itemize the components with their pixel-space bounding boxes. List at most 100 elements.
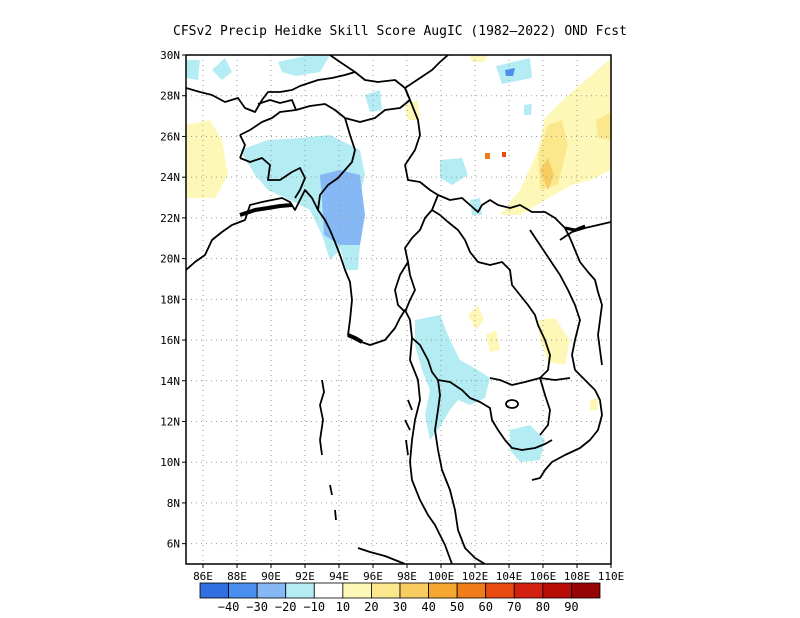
y-tick-label: 30N: [160, 49, 180, 62]
shade-positive-thai: [468, 305, 484, 330]
colorbar-label: −40: [218, 600, 240, 614]
y-tick-label: 26N: [160, 130, 180, 143]
border-myanmar-india: [317, 117, 356, 211]
y-tick-label: 8N: [167, 497, 180, 510]
border-china-top2: [404, 55, 449, 89]
colorbar-swatch: [285, 582, 315, 599]
border-laos-thailand: [431, 209, 551, 379]
shade-positive-se: [590, 398, 598, 410]
colorbar-swatch: [542, 582, 572, 599]
y-tick-label: 24N: [160, 171, 180, 184]
border-bangladesh: [239, 157, 306, 199]
x-axis: 86E 88E 90E 92E 94E 96E 98E 100E 102E 104E 106E 108…: [193, 564, 624, 583]
islands-nicobar: [329, 484, 337, 521]
map-title: CFSv2 Precip Heidke Skill Score AugIC (1…: [173, 24, 627, 39]
y-tick-label: 28N: [160, 90, 180, 103]
colorbar-swatch: [456, 582, 487, 599]
colorbar-label: 30: [393, 600, 407, 614]
shade-negative-east: [440, 158, 468, 185]
shade-positive-right: [596, 112, 611, 140]
coastline-gulf-thailand: [411, 337, 553, 451]
x-tick-label: 98E: [397, 570, 417, 583]
coastline-vietnam: [531, 369, 603, 481]
shade-negative-nw: [212, 58, 232, 80]
shade-negative-small2: [524, 104, 532, 115]
coastline-india-east: [186, 189, 453, 564]
x-tick-label: 102E: [462, 570, 489, 583]
colorbar-label: 80: [536, 600, 550, 614]
gridlines: [186, 55, 611, 564]
coastline-hainan-area: [564, 224, 586, 232]
colorbar-swatch: [513, 582, 544, 599]
y-tick-label: 16N: [160, 334, 180, 347]
colorbar-swatch: [313, 582, 344, 599]
colorbar-label: −10: [303, 600, 325, 614]
colorbar-swatch: [485, 582, 515, 599]
y-tick-label: 18N: [160, 293, 180, 306]
islands-andaman: [319, 379, 325, 456]
shade-positive-thai2: [486, 330, 500, 352]
x-tick-label: 88E: [227, 570, 247, 583]
shade-positive-west: [186, 120, 228, 198]
border-laos-vietnam: [529, 229, 581, 371]
islands-mergui: [404, 399, 413, 456]
x-tick-label: 96E: [363, 570, 383, 583]
colorbar-swatch: [571, 582, 601, 599]
colorbar-swatch: [428, 582, 458, 599]
colorbar-label: 20: [364, 600, 378, 614]
y-tick-label: 10N: [160, 456, 180, 469]
plot-area: [186, 55, 611, 564]
colorbar-swatch: [199, 582, 229, 599]
x-tick-label: 86E: [193, 570, 213, 583]
shade-negative-cambodia: [510, 425, 545, 462]
coastline-sumatra: [357, 547, 406, 564]
colorbar-label: 60: [478, 600, 492, 614]
y-axis: 30N 28N 26N 24N 22N 20N 18N 16N 14N 12N 10N 8N 6N: [160, 49, 186, 551]
skill-score-shading: [186, 55, 611, 462]
coastline-irrawaddy-delta: [347, 333, 363, 344]
border-thailand-cambodia: [489, 377, 571, 386]
y-tick-label: 22N: [160, 212, 180, 225]
x-tick-label: 90E: [261, 570, 281, 583]
coastline-peninsula-east: [434, 379, 486, 564]
y-tick-label: 20N: [160, 253, 180, 266]
y-tick-label: 14N: [160, 375, 180, 388]
lake-tonle-sap: [505, 399, 519, 409]
plot-frame: [185, 54, 612, 565]
shade-negative-top-right-core: [505, 68, 515, 76]
coastline-gulf-tonkin: [559, 221, 611, 241]
shade-negative-core: [320, 170, 365, 245]
colorbar-label: 90: [564, 600, 578, 614]
colorbar-label: 70: [507, 600, 521, 614]
x-tick-label: 106E: [530, 570, 557, 583]
y-tick-label: 12N: [160, 415, 180, 428]
shade-negative-myanmar-s: [340, 245, 360, 270]
colorbar-swatch: [342, 582, 372, 599]
border-india-nepal: [186, 71, 411, 136]
colorbar-swatch: [399, 582, 429, 599]
shade-dot: [485, 153, 490, 159]
border-india-ne: [239, 134, 246, 159]
border-china-top: [329, 55, 356, 73]
border-thailand-myanmar: [404, 261, 416, 313]
x-tick-label: 108E: [564, 570, 591, 583]
x-tick-label: 110E: [598, 570, 625, 583]
shade-negative-top-left: [186, 60, 200, 80]
shade-negative-top: [278, 55, 330, 76]
colorbar-swatch: [371, 582, 401, 599]
x-tick-label: 100E: [428, 570, 455, 583]
colorbar: −40 −30 −20 −10 10 20 30 40 50 60 70 80 90: [199, 582, 601, 614]
colorbar-label: 50: [450, 600, 464, 614]
shade-dot: [502, 152, 506, 157]
colorbar-label: 10: [336, 600, 350, 614]
shade-positive-laos: [538, 318, 570, 365]
y-tick-label: 6N: [167, 538, 180, 551]
coastline-vietnam-north: [569, 237, 603, 366]
shade-negative-thailand: [415, 315, 490, 440]
coastline-bangladesh-delta: [239, 203, 293, 217]
colorbar-label: −30: [246, 600, 268, 614]
x-tick-label: 104E: [496, 570, 523, 583]
border-china-laos-vietnam: [437, 194, 571, 239]
border-myanmar-china: [394, 87, 439, 313]
coastlines-and-borders: [186, 55, 611, 564]
